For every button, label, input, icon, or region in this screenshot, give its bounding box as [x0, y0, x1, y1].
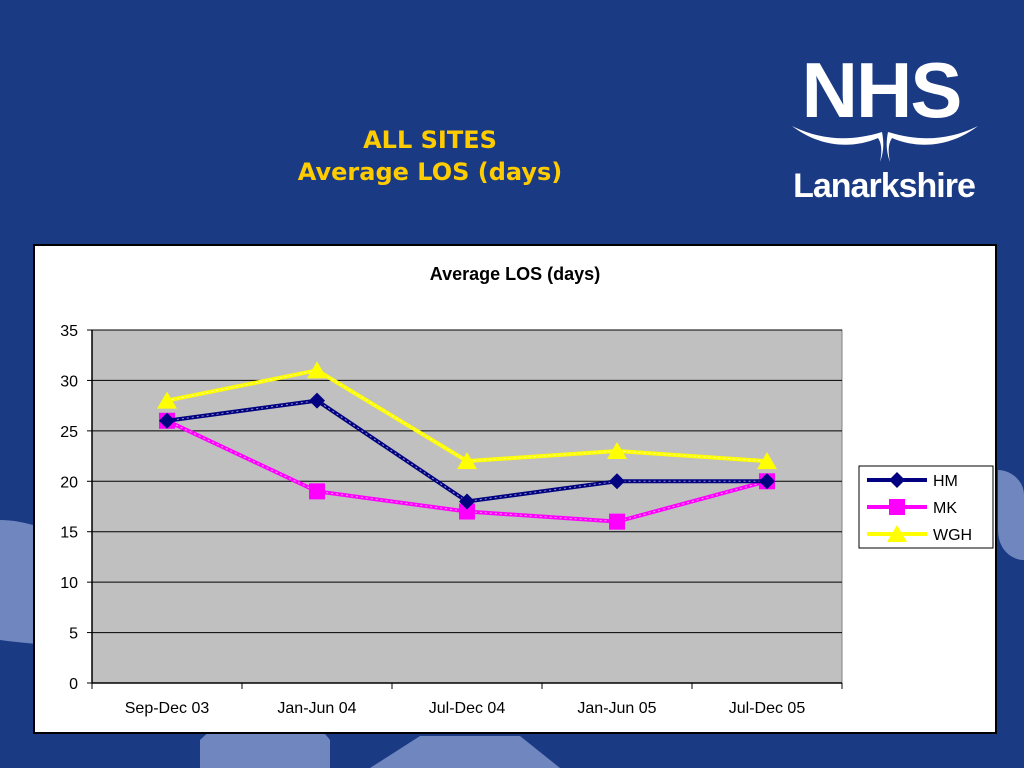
data-point-hm: [459, 493, 475, 510]
data-point-wgh: [757, 452, 777, 470]
logo-wave-icon: [792, 126, 978, 162]
x-tick-label: Jul-Dec 04: [429, 700, 506, 717]
series-line-texture-hm: [166, 400, 767, 502]
y-tick-label: 30: [60, 373, 78, 390]
legend-marker-hm: [889, 472, 905, 488]
data-point-hm: [759, 473, 775, 490]
y-tick-label: 20: [60, 474, 78, 491]
legend-label-hm: HM: [933, 473, 958, 490]
x-tick-label: Jul-Dec 05: [729, 700, 806, 717]
series-line-texture-mk: [166, 420, 768, 523]
data-point-hm: [609, 473, 625, 490]
legend-label-mk: MK: [933, 500, 957, 517]
slide-title: ALL SITES Average LOS (days): [230, 124, 630, 188]
data-point-hm: [159, 412, 175, 429]
legend-marker-wgh: [887, 525, 907, 542]
x-tick-label: Jan-Jun 05: [577, 700, 656, 717]
data-point-wgh: [307, 361, 327, 379]
y-tick-label: 25: [60, 424, 78, 441]
data-point-mk: [459, 503, 475, 520]
legend-label-wgh: WGH: [933, 527, 972, 544]
chart-title: Average LOS (days): [430, 264, 600, 284]
x-tick-label: Jan-Jun 04: [277, 700, 356, 717]
data-point-mk: [309, 483, 325, 500]
y-tick-label: 15: [60, 525, 78, 542]
chart-container: Average LOS (days) 0 5 10 15 20 25 30 35 Sep-Dec…: [33, 244, 997, 734]
logo-wordmark: NHS: [801, 46, 963, 134]
logo-region-name: Lanarkshire: [793, 167, 976, 205]
slide-title-line-1: ALL SITES: [363, 126, 497, 154]
data-point-mk: [609, 513, 625, 530]
nhs-lanarkshire-logo: NHS Lanarkshire: [786, 48, 986, 214]
y-tick-label: 0: [69, 676, 78, 693]
legend-marker-mk: [889, 499, 905, 515]
x-tick-label: Sep-Dec 03: [125, 700, 210, 717]
plot-area: 0 5 10 15 20 25 30 35 Sep-Dec 03 Jan-Jun 04 Jul-De…: [60, 323, 843, 717]
y-tick-label: 5: [69, 626, 78, 643]
chart-legend: HM MK WGH: [858, 465, 994, 549]
y-tick-label: 35: [60, 323, 78, 340]
slide-title-line-2: Average LOS (days): [297, 158, 563, 186]
data-point-wgh: [157, 391, 177, 409]
line-chart: Average LOS (days) 0 5 10 15 20 25 30 35 Sep-Dec…: [60, 264, 994, 717]
data-point-hm: [309, 392, 325, 409]
y-tick-label: 10: [60, 575, 78, 592]
data-point-wgh: [457, 452, 477, 470]
data-point-wgh: [607, 442, 627, 460]
